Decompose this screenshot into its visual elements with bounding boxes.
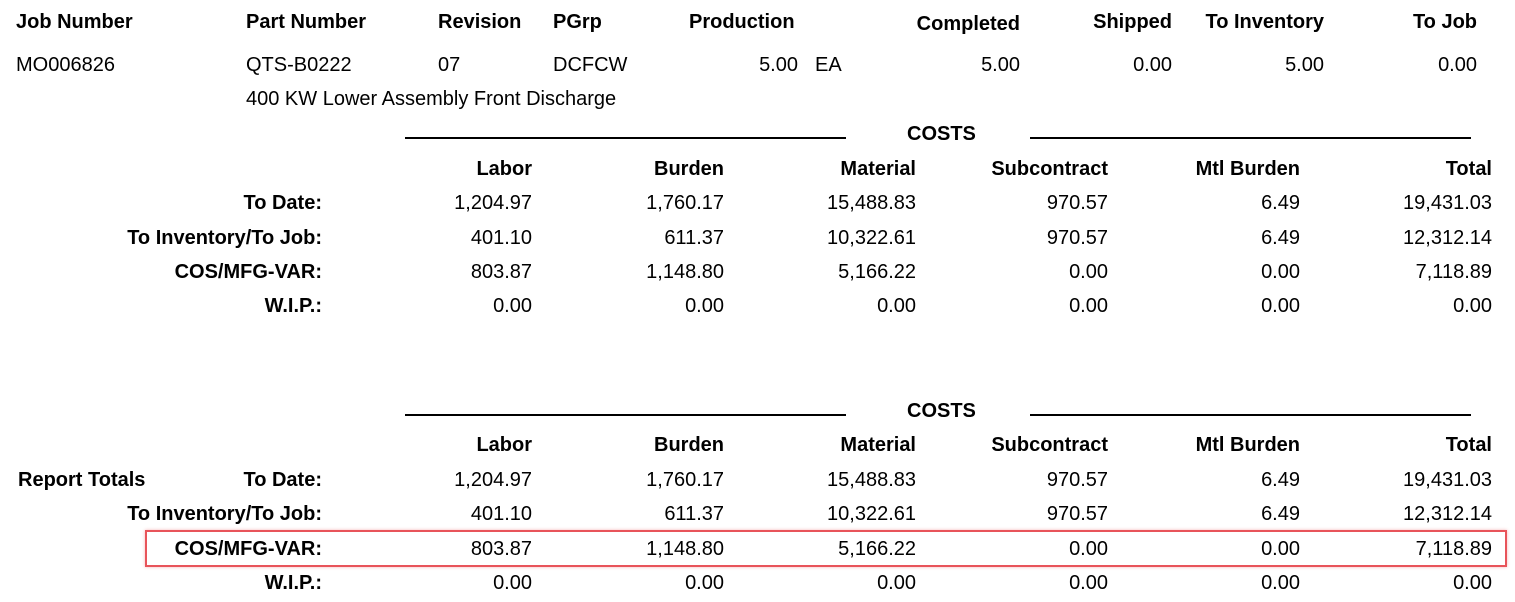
part-number-value: QTS-B0222 [246,54,352,76]
highlight-box [145,530,1507,567]
row-label: W.I.P.: [264,572,322,594]
cell-total: 19,431.03 [1403,192,1492,214]
revision-value: 07 [438,54,461,76]
cell-labor: 803.87 [470,538,532,560]
production-header: Production [689,11,795,33]
cell-burden: 1,760.17 [646,192,724,214]
cell-burden: 611.37 [664,503,724,525]
to-job-header: To Job [1412,11,1477,33]
cell-labor: 803.87 [470,261,532,283]
to-inventory-header: To Inventory [1205,11,1324,33]
pgrp-header: PGrp [553,11,602,33]
cell-total: 19,431.03 [1403,469,1492,491]
cell-material: 15,488.83 [827,192,916,214]
cell-mtl-burden: 0.00 [1261,295,1300,317]
cell-burden: 0.00 [685,572,724,594]
cell-total: 0.00 [1453,295,1492,317]
uom-value: EA [815,54,842,76]
part-number-header: Part Number [246,11,367,33]
col-labor-header: Labor [476,158,532,180]
col-subcontract-header: Subcontract [991,434,1108,456]
cell-labor: 1,204.97 [454,192,532,214]
shipped-header: Shipped [1093,11,1172,33]
cell-subcontract: 0.00 [1069,572,1108,594]
cell-total: 7,118.89 [1415,261,1492,283]
cell-subcontract: 970.57 [1046,503,1108,525]
totals-costs-rule-left [405,414,846,416]
cell-labor: 401.10 [470,503,532,525]
part-description: 400 KW Lower Assembly Front Discharge [246,88,617,110]
cell-material: 10,322.61 [827,503,916,525]
cell-mtl-burden: 0.00 [1261,572,1300,594]
cell-labor: 0.00 [493,572,532,594]
cell-labor: 0.00 [493,295,532,317]
cell-total: 12,312.14 [1403,227,1492,249]
cell-burden: 0.00 [685,295,724,317]
col-labor-header: Labor [476,434,532,456]
report-totals-label: Report Totals [18,469,146,491]
pgrp-value: DCFCW [553,54,628,76]
cell-mtl-burden: 0.00 [1261,261,1300,283]
completed-value: 5.00 [981,54,1020,76]
cell-labor: 401.10 [470,227,532,249]
cell-total: 7,118.89 [1415,538,1492,560]
col-subcontract-header: Subcontract [991,158,1108,180]
cell-material: 5,166.22 [838,261,916,283]
col-burden-header: Burden [654,158,724,180]
completed-header: Completed [916,13,1020,35]
to-inventory-value: 5.00 [1285,54,1324,76]
cell-material: 0.00 [877,295,916,317]
cell-subcontract: 0.00 [1069,538,1108,560]
job-number-value: MO006826 [16,54,115,76]
costs-title: COSTS [907,123,976,145]
shipped-value: 0.00 [1133,54,1172,76]
row-label: COS/MFG-VAR: [174,538,322,560]
cell-total: 0.00 [1453,572,1492,594]
col-total-header: Total [1445,434,1492,456]
col-burden-header: Burden [654,434,724,456]
row-label: To Date: [243,192,322,214]
totals-costs-title: COSTS [907,400,976,422]
cell-labor: 1,204.97 [454,469,532,491]
job-number-header: Job Number [16,11,133,33]
cell-mtl-burden: 0.00 [1261,538,1300,560]
cell-burden: 1,148.80 [646,538,724,560]
cell-mtl-burden: 6.49 [1261,192,1300,214]
cell-mtl-burden: 6.49 [1261,503,1300,525]
cell-material: 15,488.83 [827,469,916,491]
cell-mtl-burden: 6.49 [1261,469,1300,491]
col-material-header: Material [840,158,916,180]
cell-subcontract: 0.00 [1069,261,1108,283]
cell-burden: 611.37 [664,227,724,249]
cell-burden: 1,760.17 [646,469,724,491]
costs-rule-right [1030,137,1471,139]
production-value: 5.00 [759,54,798,76]
cell-subcontract: 970.57 [1046,227,1108,249]
cell-material: 0.00 [877,572,916,594]
totals-costs-rule-right [1030,414,1471,416]
cell-subcontract: 0.00 [1069,295,1108,317]
cell-burden: 1,148.80 [646,261,724,283]
row-label: W.I.P.: [264,295,322,317]
row-label: To Inventory/To Job: [127,503,322,525]
to-job-value: 0.00 [1438,54,1477,76]
col-material-header: Material [840,434,916,456]
cell-mtl-burden: 6.49 [1261,227,1300,249]
col-mtl-burden-header: Mtl Burden [1195,434,1300,456]
col-mtl-burden-header: Mtl Burden [1195,158,1300,180]
cell-material: 5,166.22 [838,538,916,560]
cell-material: 10,322.61 [827,227,916,249]
cell-subcontract: 970.57 [1046,192,1108,214]
costs-rule-left [405,137,846,139]
revision-header: Revision [438,11,522,33]
row-label: To Date: [243,469,322,491]
row-label: COS/MFG-VAR: [174,261,322,283]
row-label: To Inventory/To Job: [127,227,322,249]
col-total-header: Total [1445,158,1492,180]
cell-subcontract: 970.57 [1046,469,1108,491]
cell-total: 12,312.14 [1403,503,1492,525]
